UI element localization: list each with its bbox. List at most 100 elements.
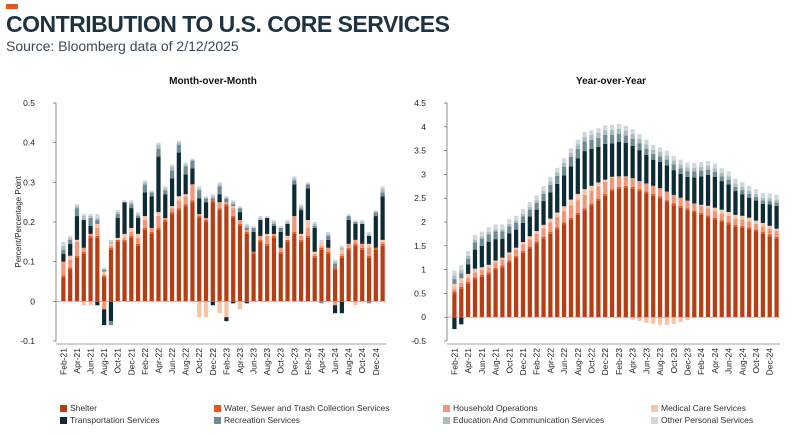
bar-segment-household: [459, 282, 464, 287]
bar-segment-shelter: [534, 243, 539, 318]
bar-segment-recreation: [472, 242, 478, 250]
bar-segment-other: [258, 216, 263, 219]
bar-segment-recreation: [169, 170, 175, 179]
bar-segment-water: [285, 239, 290, 242]
bar-segment-recreation: [548, 184, 553, 193]
bar-segment-education: [685, 167, 690, 172]
y-tick-label: 0.2: [23, 217, 35, 227]
bar-segment-recreation: [149, 192, 154, 197]
bar-segment-recreation: [346, 216, 351, 221]
bar-segment-water: [251, 251, 256, 254]
bar-segment-medical: [312, 251, 317, 254]
bar-segment-medical: [561, 206, 567, 212]
legend-item-transportation: Transportation Services: [60, 415, 159, 427]
bar-segment-recreation: [217, 186, 222, 195]
bar-segment-household: [305, 227, 310, 236]
bar-segment-household: [163, 218, 168, 221]
bar-segment-transportation: [231, 301, 236, 304]
bar-segment-recreation: [644, 148, 649, 155]
bar-segment-education: [231, 202, 236, 205]
bar-segment-recreation: [224, 198, 229, 203]
bar-segment-medical: [452, 283, 457, 289]
bar-segment-other: [169, 164, 175, 167]
bar-segment-medical: [527, 236, 532, 240]
bar-segment-transportation: [548, 192, 553, 219]
bar-segment-education: [360, 222, 365, 224]
bar-segment-water: [712, 217, 718, 220]
bar-segment-water: [753, 229, 759, 232]
bar-segment-water: [493, 267, 498, 270]
bar-segment-other: [149, 190, 154, 193]
x-tick-label: Aug-22: [181, 348, 191, 376]
x-tick-label: Aug-22: [573, 348, 583, 376]
legend-item-education: Education And Communication Services: [443, 415, 604, 427]
bar-segment-medical: [712, 207, 718, 212]
bar-segment-medical: [217, 301, 222, 314]
bar-segment-transportation: [527, 216, 532, 237]
bar-segment-water: [664, 200, 670, 202]
bar-segment-other: [678, 159, 683, 165]
bar-segment-transportation: [156, 156, 161, 213]
bar-segment-household: [299, 235, 304, 240]
bar-segment-shelter: [767, 236, 772, 318]
bar-segment-household: [753, 223, 759, 230]
bar-segment-education: [299, 206, 304, 209]
bar-segment-recreation: [319, 301, 324, 304]
x-tick-label: Aug-23: [655, 348, 665, 376]
bar-segment-transportation: [81, 220, 86, 248]
bar-segment-other: [740, 182, 745, 187]
bar-segment-transportation: [747, 197, 752, 218]
bar-segment-medical: [555, 212, 560, 217]
x-tick-label: Oct-24: [357, 348, 367, 374]
bar-segment-shelter: [582, 210, 587, 318]
bar-segment-recreation: [507, 226, 512, 234]
bar-segment-household: [217, 202, 222, 209]
bar-segment-recreation: [692, 171, 697, 178]
bar-segment-shelter: [305, 237, 310, 302]
bar-segment-education: [271, 222, 277, 224]
bar-segment-other: [609, 124, 615, 130]
bar-segment-transportation: [685, 176, 690, 201]
bar-segment-education: [108, 241, 114, 244]
bar-segment-transportation: [339, 301, 344, 314]
bar-segment-water: [312, 255, 317, 258]
bar-segment-other: [452, 270, 457, 276]
bar-segment-water: [102, 275, 107, 278]
bar-segment-water: [326, 251, 331, 254]
bar-segment-water: [319, 247, 324, 250]
bar-segment-other: [630, 129, 635, 134]
bar-segment-recreation: [380, 192, 385, 197]
bar-segment-shelter: [630, 188, 635, 318]
y-tick-label: 3.5: [414, 146, 426, 156]
bar-segment-household: [534, 233, 539, 242]
legend-column-1: Shelter Transportation Services: [60, 403, 159, 427]
bar-segment-medical: [88, 301, 93, 306]
bar-segment-household: [292, 216, 297, 232]
bar-segment-shelter: [774, 238, 779, 318]
bar-segment-recreation: [203, 198, 209, 203]
bar-segment-shelter: [278, 253, 283, 302]
bar-segment-other: [346, 214, 351, 217]
bar-segment-household: [102, 301, 107, 310]
bar-segment-medical: [366, 243, 372, 248]
bar-segment-other: [366, 231, 372, 234]
bar-segment-transportation: [95, 301, 100, 306]
bar-segment-education: [644, 144, 649, 149]
bar-segment-shelter: [366, 257, 372, 302]
bar-segment-recreation: [332, 263, 338, 268]
bar-segment-medical: [733, 214, 738, 219]
bar-segment-transportation: [346, 220, 351, 244]
bar-segment-shelter: [332, 269, 338, 302]
bar-segment-household: [61, 261, 66, 276]
bar-segment-education: [74, 206, 80, 209]
bar-segment-other: [285, 220, 290, 222]
bar-segment-education: [156, 144, 161, 149]
bar-segment-household: [603, 182, 608, 194]
bar-segment-shelter: [129, 237, 134, 302]
bar-segment-medical: [568, 199, 574, 206]
bar-segment-transportation: [740, 194, 745, 216]
bar-segment-medical: [582, 189, 587, 195]
x-tick-label: Jun-22: [559, 348, 569, 374]
bar-segment-medical: [534, 231, 539, 234]
